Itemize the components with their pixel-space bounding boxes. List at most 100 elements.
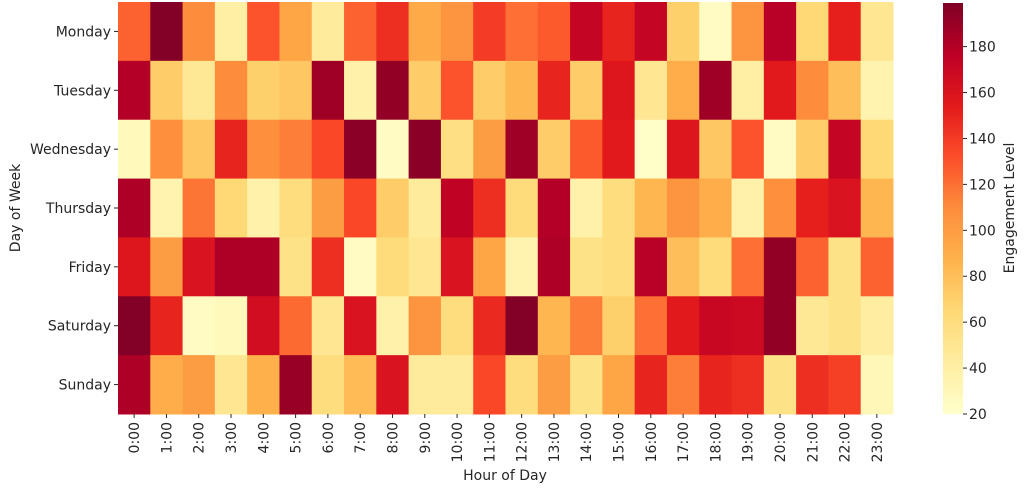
heatmap-cell [344,355,377,415]
colorbar-tick-label: 160 [969,86,996,102]
heatmap-cell [376,237,410,297]
heatmap-cell [311,237,345,297]
colorbar-tick-label: 20 [969,407,987,423]
heatmap-cell [440,296,474,356]
heatmap-cell [731,119,765,180]
x-tick-label: 2:00 [192,422,208,453]
heatmap-cell [537,296,571,356]
x-tick-label: 10:00 [450,422,466,462]
heatmap-cell [828,60,862,121]
heatmap-cell [344,178,377,238]
heatmap-cell [699,119,733,180]
heatmap-cell [311,2,345,62]
heatmap-cell [602,237,636,297]
x-tick-label: 3:00 [224,422,240,453]
heatmap-cell [860,296,894,356]
heatmap-cell [666,237,700,297]
x-tick-label: 18:00 [708,422,724,462]
heatmap-cell [570,355,603,415]
y-tick-label: Monday [56,24,111,40]
heatmap-cell [602,60,636,121]
heatmap-cell [247,178,280,238]
heatmap-cell [731,355,765,415]
heatmap-cell [440,60,474,121]
colorbar-tick-label: 40 [969,361,987,377]
heatmap-cell [150,119,184,180]
colorbar-tick-label: 140 [969,131,996,147]
heatmap-cell [150,355,184,415]
x-tick-label: 13:00 [547,422,563,462]
heatmap-cell [828,2,862,62]
heatmap-cell [279,296,313,356]
heatmap-cell [408,2,442,62]
heatmap-cell [150,178,184,238]
colorbar-label: Engagement Level [1002,143,1018,274]
heatmap-cell [634,178,668,238]
heatmap-cell [828,178,862,238]
heatmap-cell [279,2,313,62]
x-tick-label: 22:00 [838,422,854,462]
heatmap-cell [473,237,506,297]
heatmap-cell [344,60,377,121]
x-tick-label: 17:00 [676,422,692,462]
y-tick-label: Sunday [59,378,111,394]
heatmap-cell [344,119,377,180]
heatmap-cell [731,2,765,62]
heatmap-cell [602,119,636,180]
heatmap-cell [763,178,797,238]
y-tick-labels: Monday Tuesday Wednesday Thursday Friday Satu… [30,24,118,394]
heatmap-cell [473,178,506,238]
heatmap-cell [440,355,474,415]
x-tick-label: 23:00 [870,422,886,462]
heatmap-cell [311,296,345,356]
heatmap-cell [118,60,151,121]
heatmap-cell [505,2,539,62]
heatmap-cell [570,60,603,121]
heatmap-cell [731,237,765,297]
heatmap-cell [537,60,571,121]
x-tick-label: 5:00 [289,422,305,453]
heatmap-cell [311,60,345,121]
heatmap-cell [634,355,668,415]
heatmap-cell [279,119,313,180]
heatmap-cell [214,355,248,415]
heatmap-cell [570,119,603,180]
heatmap-cell [602,178,636,238]
y-tick-label: Friday [69,260,111,276]
heatmap-cell [376,119,410,180]
heatmap-cell [118,237,151,297]
heatmap-cell [247,2,280,62]
heatmap-cell [118,296,151,356]
y-tick-label: Saturday [48,319,111,335]
x-tick-label: 15:00 [612,422,628,462]
x-axis-title: Hour of Day [463,468,547,484]
heatmap-cell [731,296,765,356]
heatmap-cell [473,2,506,62]
heatmap-cell [182,60,216,121]
heatmap-cell [666,60,700,121]
heatmap-cell [634,296,668,356]
heatmap-cell [763,60,797,121]
heatmap-cell [473,296,506,356]
heatmap-cell [214,119,248,180]
heatmap-cell [344,2,377,62]
x-tick-label: 11:00 [482,422,498,462]
heatmap-cell [408,119,442,180]
heatmap-cell [634,237,668,297]
heatmap-cell [666,178,700,238]
x-tick-label: 16:00 [644,422,660,462]
heatmap-cell [440,2,474,62]
heatmap-cell [602,2,636,62]
colorbar-tick-label: 120 [969,177,996,193]
heatmap-cell [505,119,539,180]
heatmap-cell [505,355,539,415]
heatmap-cell [247,237,280,297]
heatmap-cell [634,119,668,180]
heatmap-cell [118,2,151,62]
colorbar-tick-label: 180 [969,40,996,56]
x-tick-label: 9:00 [418,422,434,453]
colorbar-tick-label: 60 [969,315,987,331]
heatmap-cell [182,237,216,297]
x-tick-labels: 0:00 1:00 2:00 3:00 4:00 5:00 6:00 7:00 8:00 9:00… [127,414,886,462]
